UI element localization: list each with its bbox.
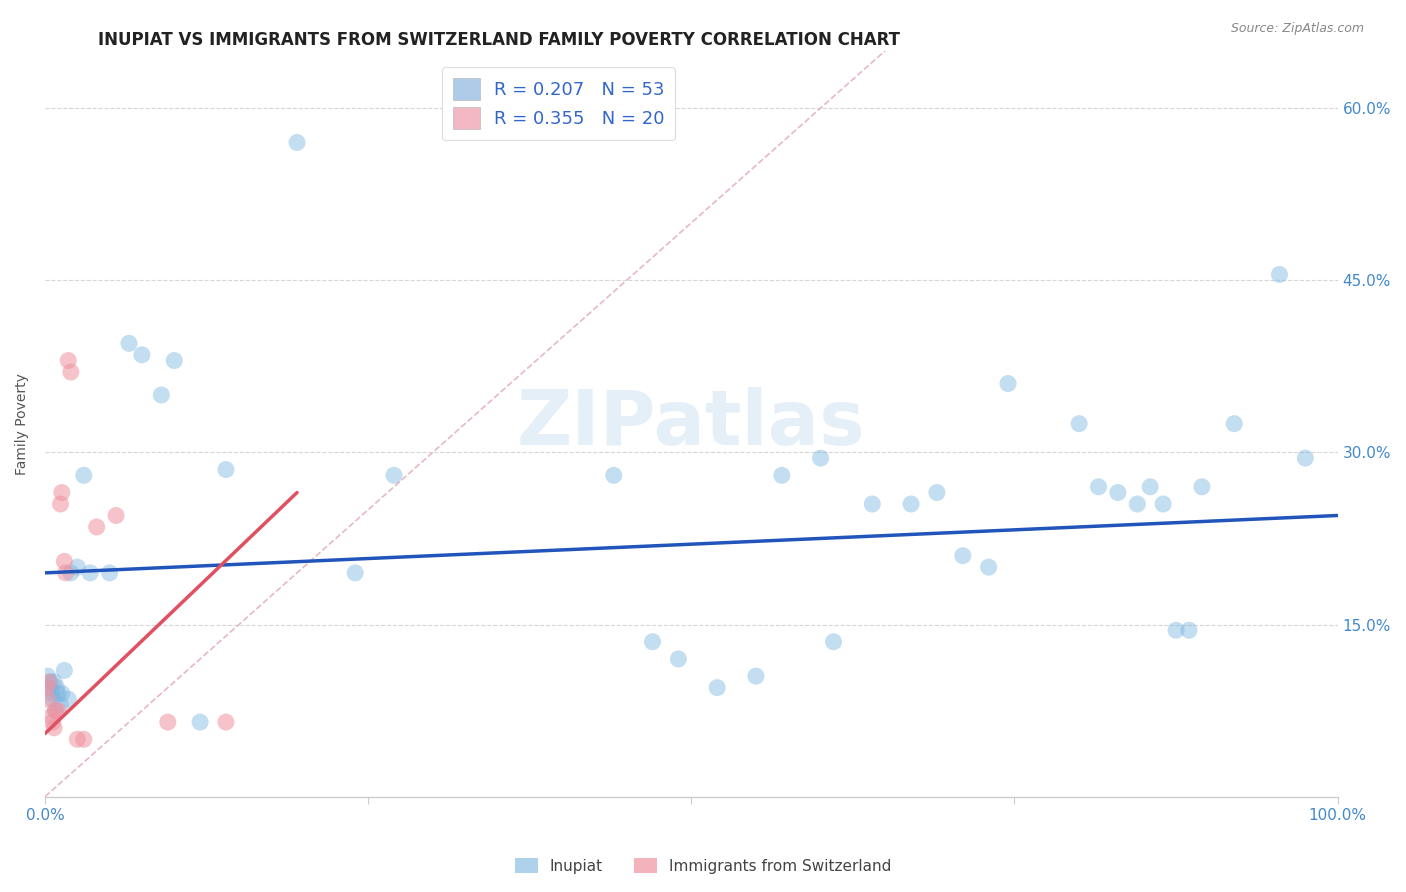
Point (42, 721, 65, 735)
Point (666, 652, 689, 666)
Point (49, 698, 72, 712)
Point (44, 704, 66, 718)
Point (603, 468, 626, 483)
Point (42, 692, 65, 706)
Point (860, 497, 883, 511)
Text: INUPIAT VS IMMIGRANTS FROM SWITZERLAND FAMILY POVERTY CORRELATION CHART: INUPIAT VS IMMIGRANTS FROM SWITZERLAND F… (98, 31, 900, 49)
Point (51, 485, 73, 500)
Point (42, 715, 65, 730)
Point (1223, 417, 1246, 431)
Point (73, 732, 96, 747)
Point (46, 686, 69, 700)
Point (53, 664, 76, 678)
Point (706, 681, 728, 695)
Point (900, 497, 922, 511)
Point (215, 715, 238, 730)
Point (1152, 497, 1174, 511)
Point (977, 560, 1000, 574)
Point (745, 669, 768, 683)
Point (46, 704, 69, 718)
Point (45, 681, 67, 695)
Point (59, 365, 82, 379)
Point (86, 520, 108, 534)
Point (55, 566, 77, 580)
Point (997, 376, 1019, 391)
Point (118, 336, 141, 351)
Point (1294, 451, 1316, 466)
Point (1268, 268, 1291, 282)
Point (925, 485, 948, 500)
Point (163, 353, 186, 368)
Point (382, 468, 405, 483)
Point (952, 549, 974, 563)
Point (810, 451, 832, 466)
Point (131, 348, 153, 362)
Point (641, 634, 664, 648)
Point (38, 674, 60, 689)
Point (41, 709, 63, 723)
Point (58, 692, 80, 706)
Point (1126, 497, 1149, 511)
Point (823, 634, 845, 648)
Point (38, 681, 60, 695)
Point (1107, 485, 1129, 500)
Point (39, 674, 62, 689)
Point (98, 566, 121, 580)
Point (58, 353, 80, 368)
Point (156, 715, 179, 730)
Y-axis label: Family Poverty: Family Poverty (15, 373, 30, 475)
Point (1139, 480, 1161, 494)
Point (188, 715, 211, 730)
Point (44, 704, 66, 718)
Point (1069, 417, 1091, 431)
Point (37, 692, 59, 706)
Point (41, 686, 63, 700)
Point (285, 136, 308, 150)
Point (66, 732, 89, 747)
Point (215, 462, 238, 476)
Point (79, 566, 101, 580)
Point (1164, 624, 1187, 638)
Point (73, 468, 96, 483)
Legend: Inupiat, Immigrants from Switzerland: Inupiat, Immigrants from Switzerland (509, 852, 897, 880)
Point (1087, 480, 1109, 494)
Point (37, 669, 59, 683)
Text: ZIPatlas: ZIPatlas (517, 386, 866, 460)
Point (150, 388, 173, 402)
Point (770, 468, 793, 483)
Point (105, 508, 128, 523)
Point (49, 497, 72, 511)
Point (59, 566, 82, 580)
Point (1191, 480, 1213, 494)
Point (1178, 624, 1201, 638)
Point (42, 674, 65, 689)
Point (35, 681, 58, 695)
Point (344, 566, 367, 580)
Point (53, 554, 76, 568)
Point (51, 686, 73, 700)
Text: Source: ZipAtlas.com: Source: ZipAtlas.com (1230, 22, 1364, 36)
Point (66, 560, 89, 574)
Legend: R = 0.207   N = 53, R = 0.355   N = 20: R = 0.207 N = 53, R = 0.355 N = 20 (441, 67, 675, 140)
